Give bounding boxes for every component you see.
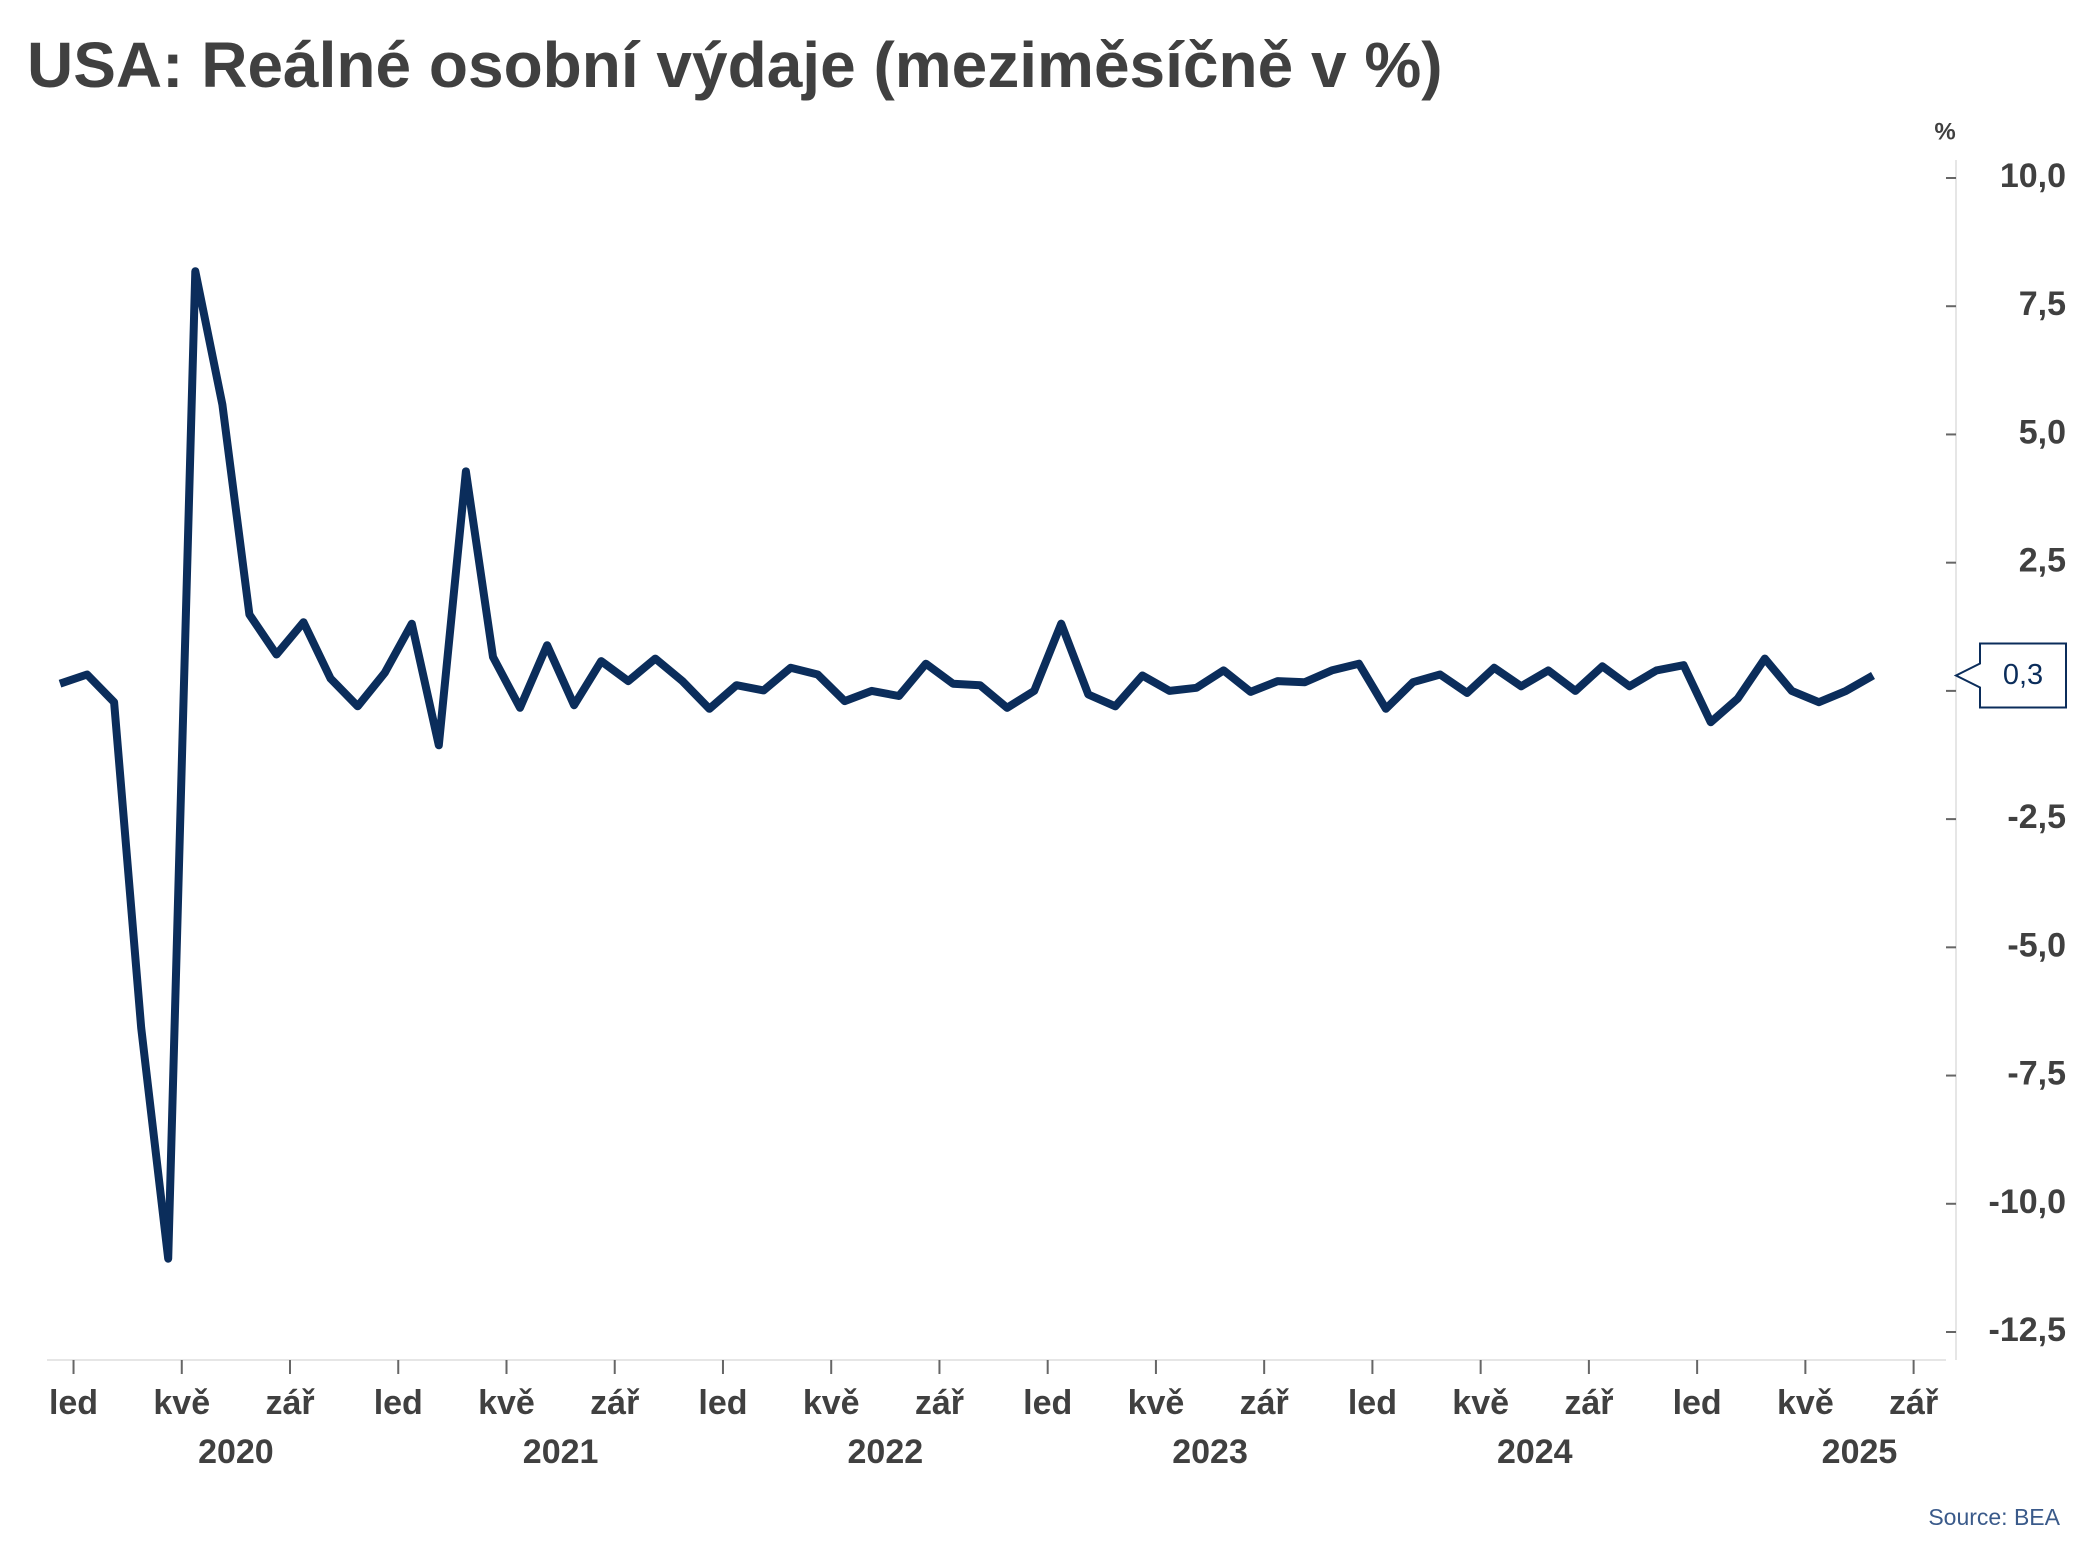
year-label: 2023	[1172, 1433, 1248, 1471]
year-label: 2021	[523, 1433, 599, 1471]
x-tick-label: led	[1023, 1384, 1072, 1422]
x-tick-label: led	[698, 1384, 747, 1422]
x-tick-label: kvě	[153, 1384, 210, 1422]
x-tick-label: kvě	[1777, 1384, 1834, 1422]
year-label: 2020	[198, 1433, 274, 1471]
year-label: 2024	[1497, 1433, 1573, 1471]
y-tick-label: -2,5	[2007, 798, 2066, 836]
x-tick-label: kvě	[1452, 1384, 1509, 1422]
x-tick-label: led	[1673, 1384, 1722, 1422]
x-tick-label: zář	[590, 1384, 640, 1422]
y-tick-label: 5,0	[2019, 413, 2066, 451]
x-tick-label: zář	[915, 1384, 965, 1422]
y-tick-label: -12,5	[1989, 1311, 2067, 1349]
x-tick-label: kvě	[1128, 1384, 1185, 1422]
y-tick-label: -7,5	[2007, 1055, 2066, 1093]
callout-box	[1953, 642, 2067, 709]
year-label: 2022	[848, 1433, 924, 1471]
x-tick-label: led	[1348, 1384, 1397, 1422]
y-tick-label: 7,5	[2019, 285, 2066, 323]
x-tick-label: zář	[1564, 1384, 1614, 1422]
chart-title: USA: Reálné osobní výdaje (meziměsíčně v…	[27, 29, 1443, 101]
x-tick-label: led	[49, 1384, 98, 1422]
y-unit: %	[1934, 118, 1955, 145]
x-tick-label: zář	[265, 1384, 315, 1422]
y-tick-label: -10,0	[1989, 1183, 2067, 1221]
year-label: 2025	[1822, 1433, 1898, 1471]
y-tick-label: -5,0	[2007, 926, 2066, 964]
x-tick-label: kvě	[478, 1384, 535, 1422]
value-label: 0,3	[2003, 659, 2043, 691]
y-tick-label: 10,0	[2000, 157, 2066, 195]
source: Source: BEA	[1928, 1504, 2060, 1530]
x-tick-label: led	[374, 1384, 423, 1422]
x-tick-label: kvě	[803, 1384, 860, 1422]
x-tick-label: zář	[1889, 1384, 1939, 1422]
x-tick-label: zář	[1240, 1384, 1290, 1422]
y-tick-label: 2,5	[2019, 542, 2066, 580]
line-series	[58, 267, 1875, 1263]
